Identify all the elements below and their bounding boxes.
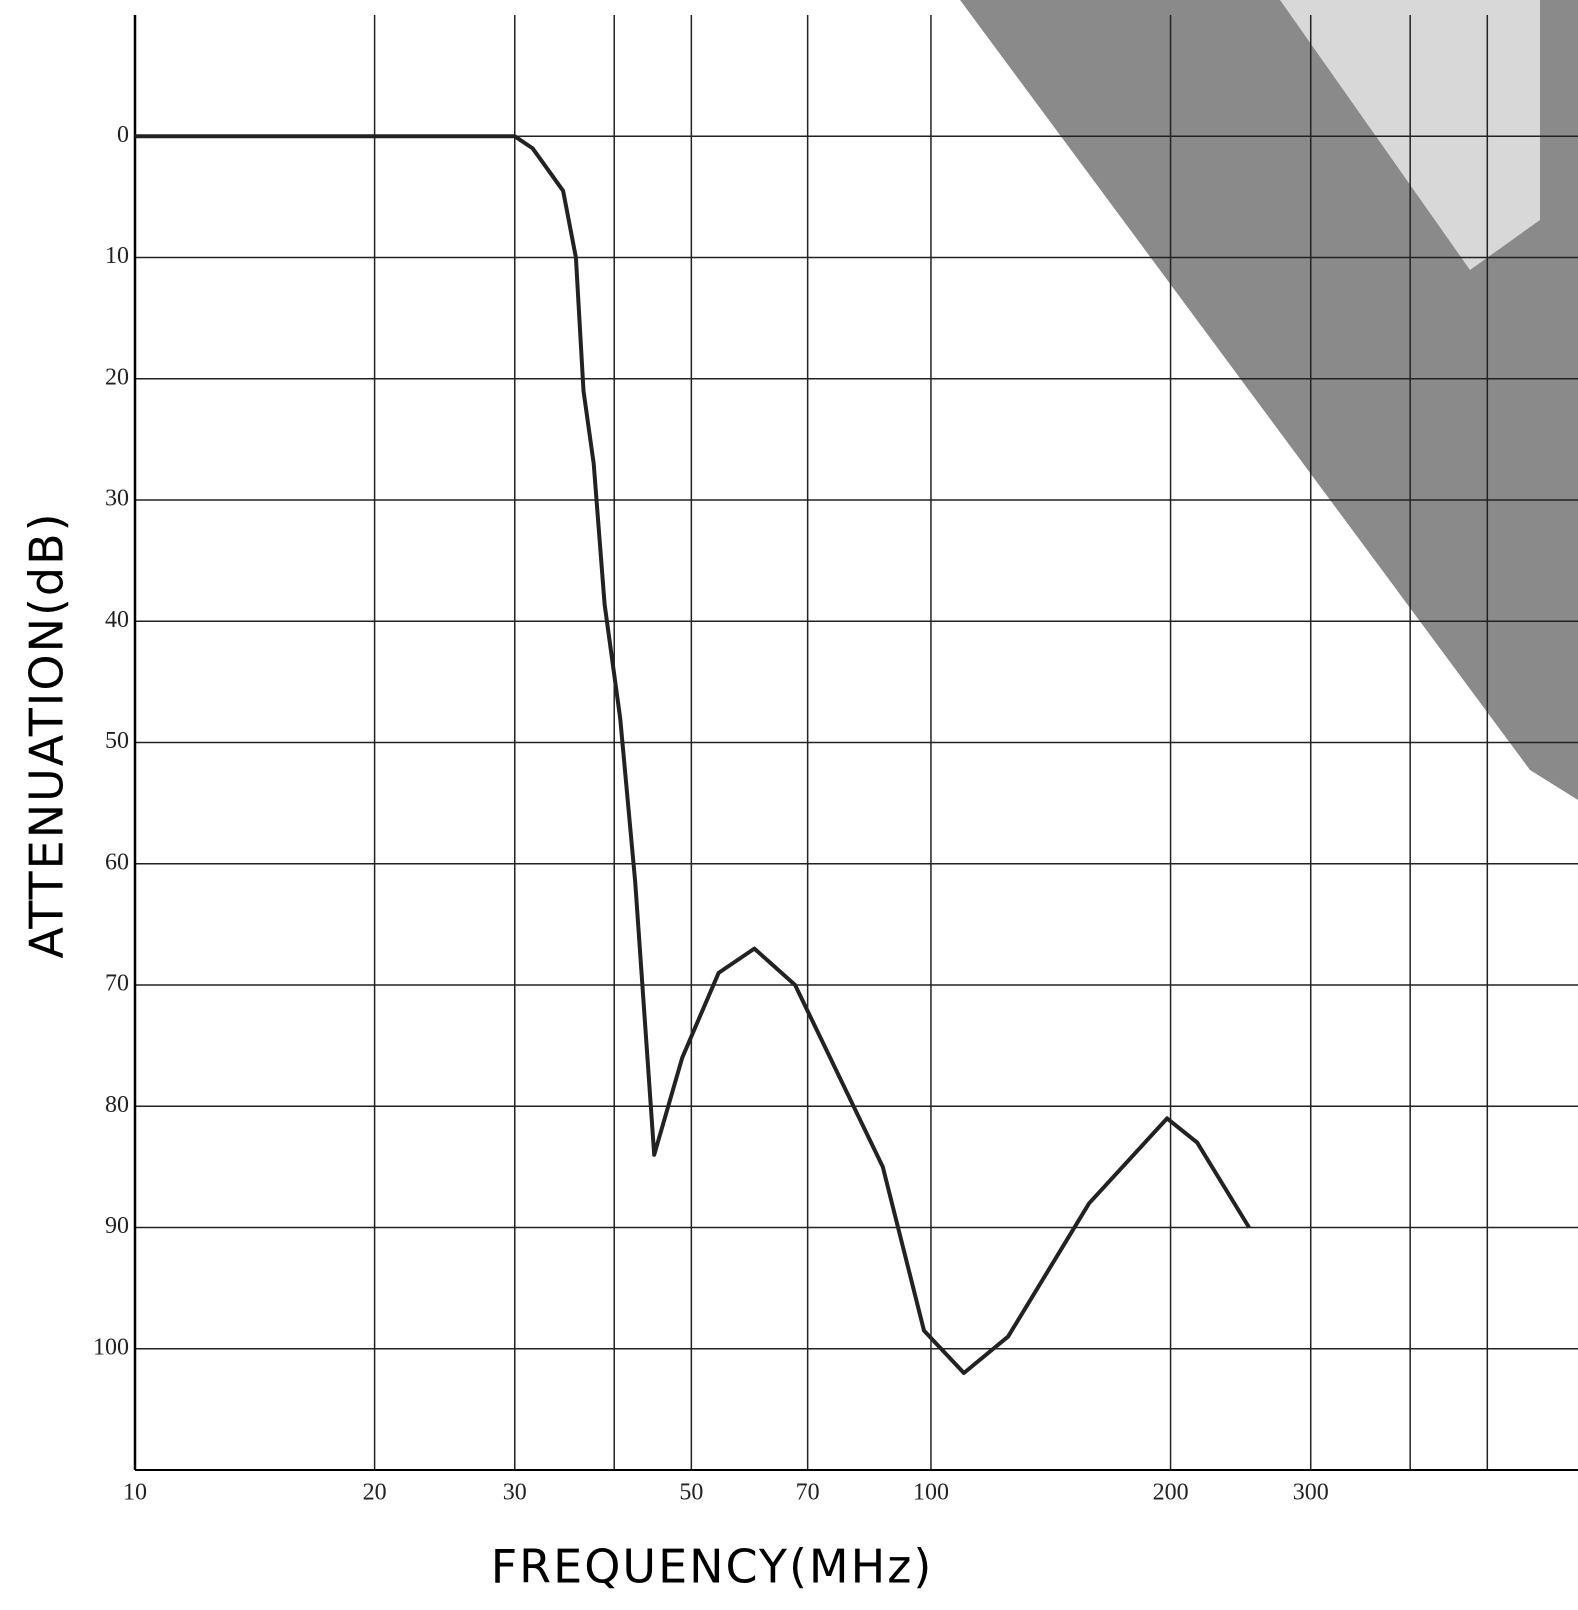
chart: 0 10 20 30 40 50 60 70 80 90 100 10 20 30 50 70 100 200 30… <box>0 0 1578 1610</box>
x-tick-label: 70 <box>796 1480 820 1506</box>
y-tick-label: 10 <box>105 243 129 269</box>
x-tick-label: 100 <box>913 1480 949 1506</box>
y-tick-label: 20 <box>105 364 129 390</box>
x-tick-label: 50 <box>679 1480 703 1506</box>
y-tick-label: 90 <box>105 1213 129 1239</box>
y-tick-label: 0 <box>117 122 129 148</box>
x-tick-label: 300 <box>1293 1480 1329 1506</box>
x-tick-label: 20 <box>363 1480 387 1506</box>
x-tick-label: 30 <box>503 1480 527 1506</box>
x-axis-title: FREQUENCY(MHz) <box>491 1540 934 1594</box>
y-tick-label: 50 <box>105 728 129 754</box>
y-tick-label: 100 <box>93 1334 129 1360</box>
y-tick-label: 70 <box>105 971 129 997</box>
y-tick-label: 80 <box>105 1092 129 1118</box>
y-tick-label: 60 <box>105 849 129 875</box>
x-tick-label: 10 <box>123 1480 147 1506</box>
y-tick-label: 30 <box>105 486 129 512</box>
y-tick-label: 40 <box>105 607 129 633</box>
x-tick-label: 200 <box>1153 1480 1189 1506</box>
y-axis-title: ATTENUATION(dB) <box>20 511 74 958</box>
